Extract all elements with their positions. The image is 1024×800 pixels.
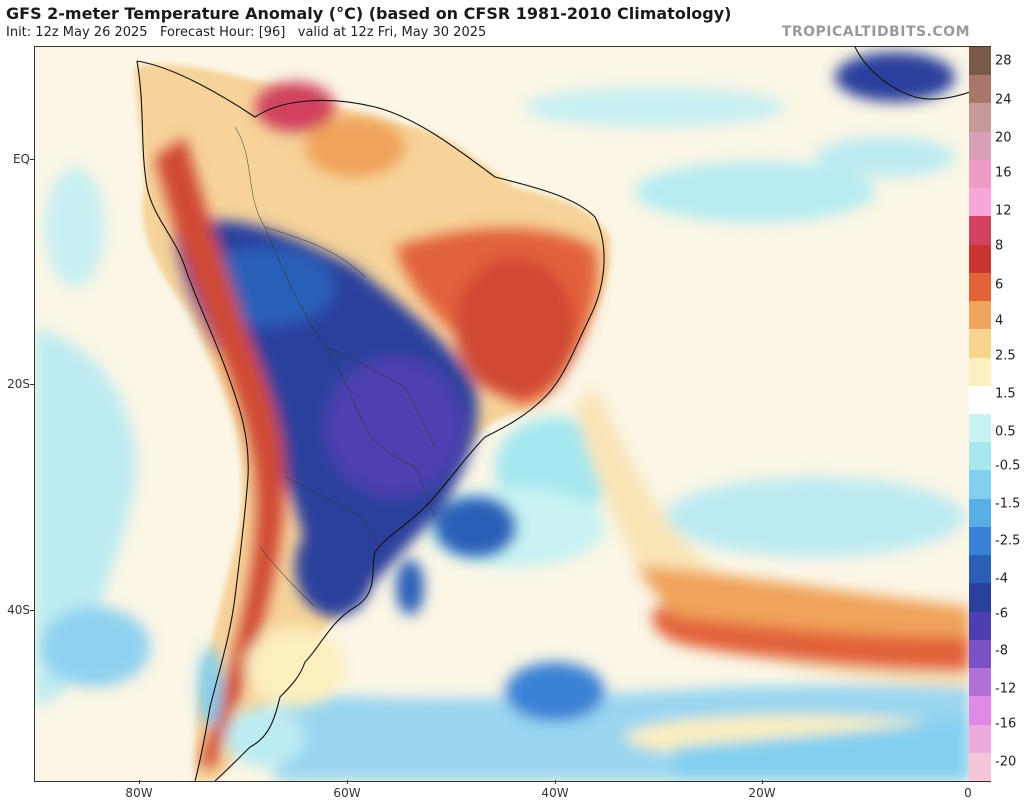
colorbar-label: 6 [995, 277, 1004, 293]
colorbar-swatch [969, 498, 991, 528]
colorbar-swatch [969, 103, 991, 133]
lon-label-40w: 40W [541, 786, 569, 800]
lon-tick [555, 780, 556, 784]
lat-label-20s: 20S [7, 377, 30, 391]
colorbar-label: 16 [995, 165, 1012, 181]
colorbar-swatch [969, 470, 991, 500]
colorbar-label: -12 [995, 681, 1017, 697]
colorbar [969, 46, 991, 782]
colorbar-label: 28 [995, 53, 1012, 69]
colorbar-swatch [969, 385, 991, 415]
source-watermark: TROPICALTIDBITS.COM [781, 24, 970, 40]
colorbar-swatch [969, 442, 991, 471]
colorbar-swatch [969, 75, 991, 104]
colorbar-swatch [969, 329, 991, 359]
anomaly-map [34, 46, 971, 782]
colorbar-label: -16 [995, 716, 1017, 732]
lat-tick [30, 159, 34, 160]
colorbar-swatch [969, 414, 991, 443]
colorbar-swatch [969, 752, 991, 782]
colorbar-label: 12 [995, 203, 1012, 219]
colorbar-swatch [969, 724, 991, 754]
colorbar-label: 20 [995, 130, 1012, 146]
colorbar-swatch [969, 357, 991, 387]
colorbar-label: 24 [995, 92, 1012, 108]
colorbar-label: 4 [995, 313, 1004, 329]
colorbar-swatch [969, 696, 991, 726]
lon-tick [762, 780, 763, 784]
colorbar-swatch [969, 131, 991, 161]
colorbar-label: -8 [995, 643, 1008, 659]
forecast-info: Init: 12z May 26 2025 Forecast Hour: [96… [6, 25, 487, 40]
colorbar-label: -4 [995, 571, 1008, 587]
country-borders [234, 126, 436, 608]
colorbar-swatch [969, 301, 991, 330]
colorbar-swatch [969, 611, 991, 641]
colorbar-label: 8 [995, 238, 1004, 254]
lon-tick [139, 780, 140, 784]
colorbar-swatch [969, 244, 991, 274]
lon-label-60w: 60W [333, 786, 361, 800]
colorbar-swatch [969, 555, 991, 584]
map-title: GFS 2-meter Temperature Anomaly (°C) (ba… [6, 4, 732, 23]
colorbar-swatch [969, 47, 991, 76]
lat-label-40s: 40S [7, 603, 30, 617]
colorbar-swatch [969, 526, 991, 556]
coastline [136, 47, 970, 781]
colorbar-label: -2.5 [995, 533, 1021, 549]
colorbar-swatch [969, 159, 991, 189]
lon-label-80w: 80W [125, 786, 153, 800]
lon-tick [347, 780, 348, 784]
anomaly-map-canvas [35, 47, 970, 781]
colorbar-swatch [969, 668, 991, 697]
colorbar-label: 0.5 [995, 424, 1016, 440]
colorbar-swatch [969, 639, 991, 669]
lat-tick [30, 610, 34, 611]
colorbar-label: -0.5 [995, 458, 1021, 474]
lon-label-0: 0 [964, 786, 972, 800]
colorbar-swatch [969, 583, 991, 613]
colorbar-swatch [969, 216, 991, 246]
lat-tick [30, 384, 34, 385]
colorbar-swatch [969, 272, 991, 302]
lon-label-20w: 20W [748, 786, 776, 800]
colorbar-label: -1.5 [995, 496, 1021, 512]
colorbar-label: 2.5 [995, 348, 1016, 364]
colorbar-label: 1.5 [995, 386, 1016, 402]
colorbar-label: -6 [995, 606, 1008, 622]
lat-label-eq: EQ [12, 152, 30, 166]
colorbar-swatch [969, 188, 991, 217]
colorbar-label: -20 [995, 754, 1017, 770]
